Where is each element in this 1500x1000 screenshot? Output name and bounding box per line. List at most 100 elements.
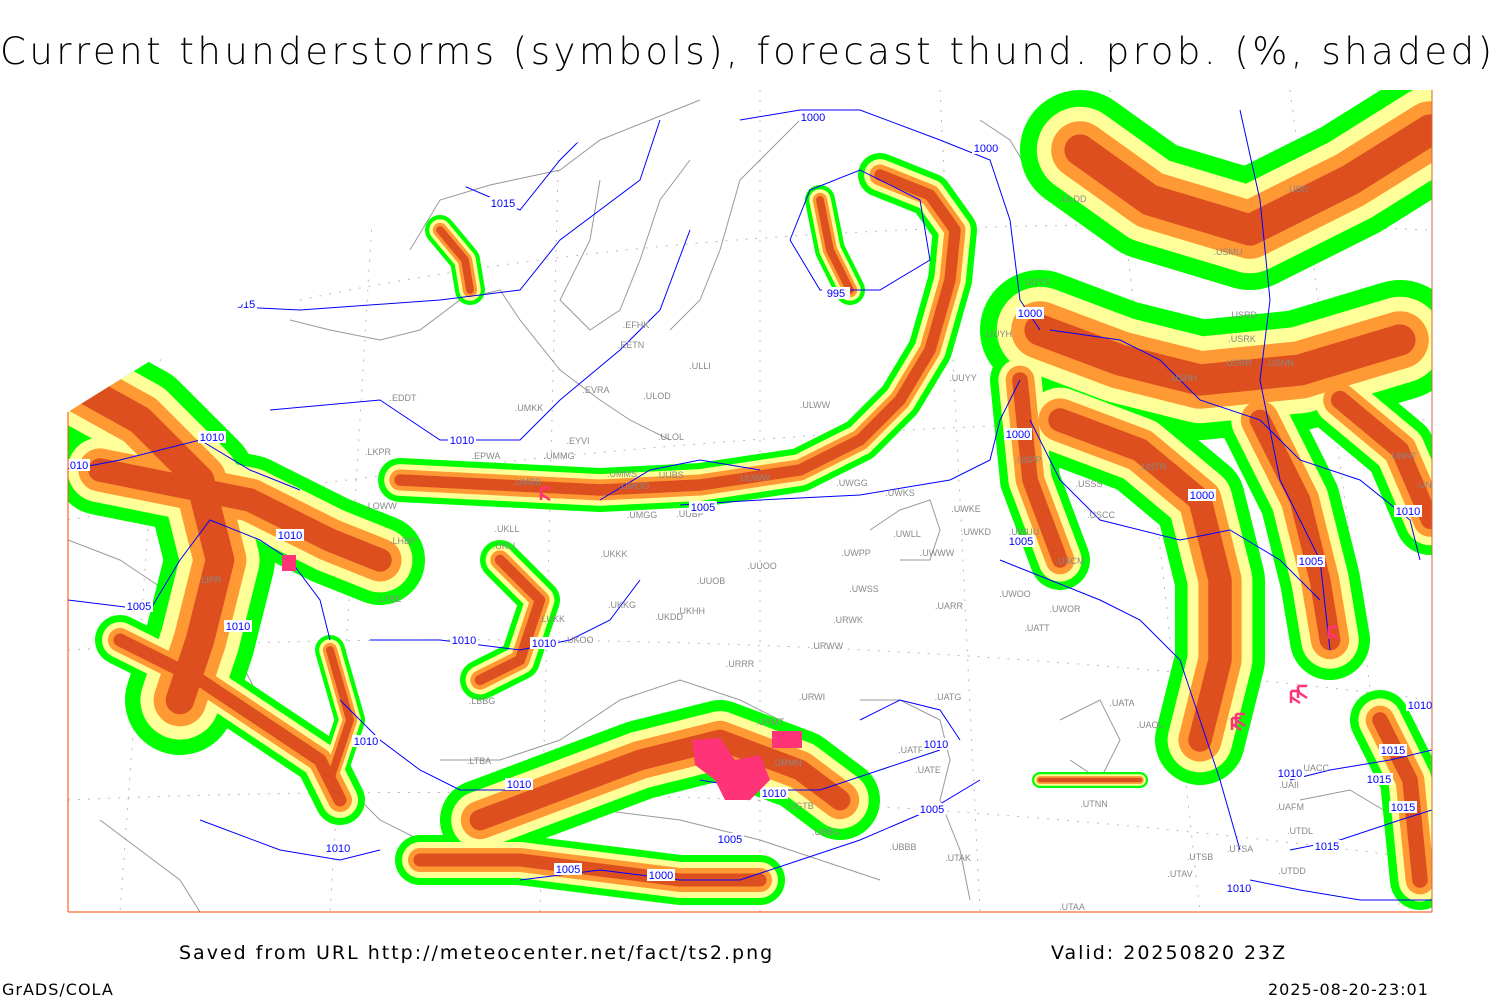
isobar-label: 1010 [924,739,948,751]
isobar-label: 1005 [718,834,742,846]
station-label: .UATE [915,765,941,775]
station-label: .EETN [618,340,645,350]
station-label: .UWOR [1050,604,1081,614]
station-label: .UNNT [1389,451,1417,461]
isobar-label-bg [822,287,850,299]
isobar-label-bg [1379,744,1407,756]
isobar-label-bg [918,803,946,815]
isobar-label: 1005 [1299,556,1323,568]
station-label: .UATG [935,692,962,702]
isobar-line [679,379,1021,506]
isobar-label-bg [324,842,352,854]
isobar-label-bg [689,501,717,513]
isobar-label: 1015 [1315,841,1339,853]
station-label: .UTSB [1187,852,1214,862]
station-label: .UKLL [494,524,519,534]
station-label: .UTSA [1227,844,1254,854]
station-label: .USNN [1266,358,1294,368]
station-label: .LBBG [469,696,496,706]
station-label: .USHH [1169,373,1197,383]
coastline [869,499,941,561]
probability-band-top [474,554,546,686]
isobar-line [739,109,1041,331]
isobar-line [999,559,1241,851]
station-label: .LYBE [377,594,402,604]
isobar-label-bg [198,431,226,443]
isobar-label: 1010 [450,435,474,447]
station-label: .UTAK [945,853,971,863]
station-label: .EFHK [623,320,650,330]
isobar-label-bg [1406,699,1432,711]
station-label: .UKKK [600,549,627,559]
coastline [559,159,691,331]
probability-band-top [469,729,851,831]
station-label: .UMMS [607,469,637,479]
isobar-label-bg [1276,767,1304,779]
station-label: .UMOO [619,481,650,491]
station-label: .URMT [756,717,785,727]
station-label: .LIPR [199,575,222,585]
station-label: .UUYY [949,373,977,383]
station-label: .UKHH [677,606,705,616]
probability-band-top [1064,114,1432,246]
isobar-label: 1015 [1381,745,1405,757]
thunderstorm-cluster [282,555,296,571]
station-label: .UUOO [747,561,777,571]
probability-band-top [1024,314,1416,396]
meridian-line [329,90,381,912]
isobar-label-bg [276,529,304,541]
isobar-label-bg [716,833,744,845]
station-label: .UAII [1279,780,1299,790]
isobar-label: 1005 [1009,536,1033,548]
coastline [1059,699,1121,781]
station-label: .EPWA [472,451,501,461]
station-label: .UARR [935,601,964,611]
station-label: .UACC [1301,763,1330,773]
isobar-label: 1010 [1396,506,1420,518]
isobar-label: 995 [827,288,845,300]
isobar-label-bg [1389,801,1417,813]
station-label: .UWPP [841,548,871,558]
probability-band-top [1330,390,1432,530]
thunderstorm-symbol-icon [1296,684,1308,700]
probability-band-top [88,458,392,572]
station-label: .LHBP [390,536,416,546]
station-label: .UTNN [1080,799,1108,809]
station-label: .USRK [1228,334,1256,344]
isobar-label-bg [489,197,517,209]
station-label: .UMMG [544,451,575,461]
station-label: .USTR [1140,462,1168,472]
station-label: .USCM [1056,556,1085,566]
station-label: .UMBB [513,477,542,487]
isobar-label-bg [972,142,1000,154]
isobar-label: 1005 [127,601,151,613]
isobar-label: 1010 [354,736,378,748]
isobar-label-bg [352,735,380,747]
probability-band-high [389,164,966,501]
station-labels: .EDDT .UMKK .EVRA .ULOD .EFHK .EETN .ULLI .ULWW… [199,184,1444,912]
station-label: .UNBB [1416,480,1444,490]
source-url-text: Saved from URL http://meteocenter.net/fa… [179,942,775,964]
station-label: .EDDT [390,393,418,403]
station-label: .UKOO [564,635,593,645]
isobar-label-bg [1188,489,1216,501]
isobar-label: 1005 [920,804,944,816]
station-label: .UBBB [889,842,916,852]
isobar-label: 1010 [64,460,88,472]
isobar-label: 1010 [532,638,556,650]
station-label: .UUYS [1022,277,1050,287]
isobar-label: 1000 [1006,429,1030,441]
station-label: .UGTB [786,801,814,811]
station-label: .UUWW [738,473,771,483]
isobar-label-bg [554,863,582,875]
isobar-label: 1000 [974,143,998,155]
isobar-label: 1015 [1367,774,1391,786]
isobar-label: 1015 [491,198,515,210]
station-label: .UUBS [656,470,684,480]
isobar-label-bg [1225,882,1253,894]
isobar-label-bg [1394,505,1422,517]
station-label: .LKPR [365,447,392,457]
isobar-label-bg [448,434,476,446]
station-label: .USPP [1014,455,1041,465]
isobar-label-bg [1004,428,1032,440]
